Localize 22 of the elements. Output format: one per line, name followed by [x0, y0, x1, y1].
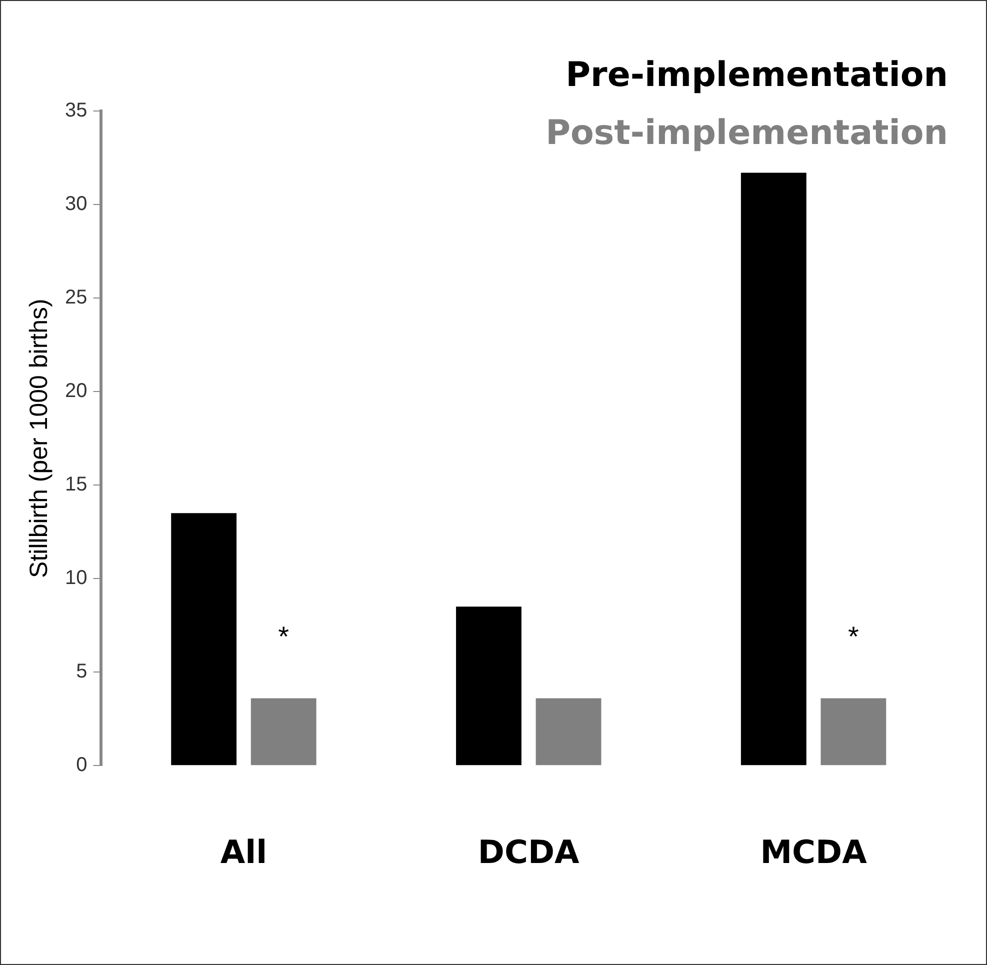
- y-tick-label: 15: [64, 474, 88, 496]
- y-tick-label: 5: [76, 660, 88, 683]
- x-tick-label: MCDA: [760, 833, 868, 872]
- y-tick-label: 20: [64, 380, 88, 402]
- annotation: *: [278, 620, 290, 652]
- x-tick-label: DCDA: [478, 833, 580, 872]
- x-tick-label: All: [220, 833, 268, 872]
- y-tick-label: 10: [64, 567, 88, 590]
- bar: [250, 698, 316, 766]
- y-tick-label: 25: [64, 286, 88, 309]
- bar: [456, 606, 522, 766]
- y-tick-label: 0: [76, 754, 88, 776]
- y-axis-title: Stillbirth (per 1000 births): [24, 298, 53, 578]
- text: Pre-implementation: [566, 54, 948, 95]
- bar: [820, 698, 886, 766]
- bar: [536, 698, 602, 766]
- annotation: *: [848, 620, 859, 652]
- y-tick-label: 35: [64, 100, 88, 122]
- y-tick-label: 30: [64, 193, 88, 216]
- bar: [740, 172, 806, 766]
- bar: [171, 513, 237, 766]
- text: Post-implementation: [546, 112, 948, 153]
